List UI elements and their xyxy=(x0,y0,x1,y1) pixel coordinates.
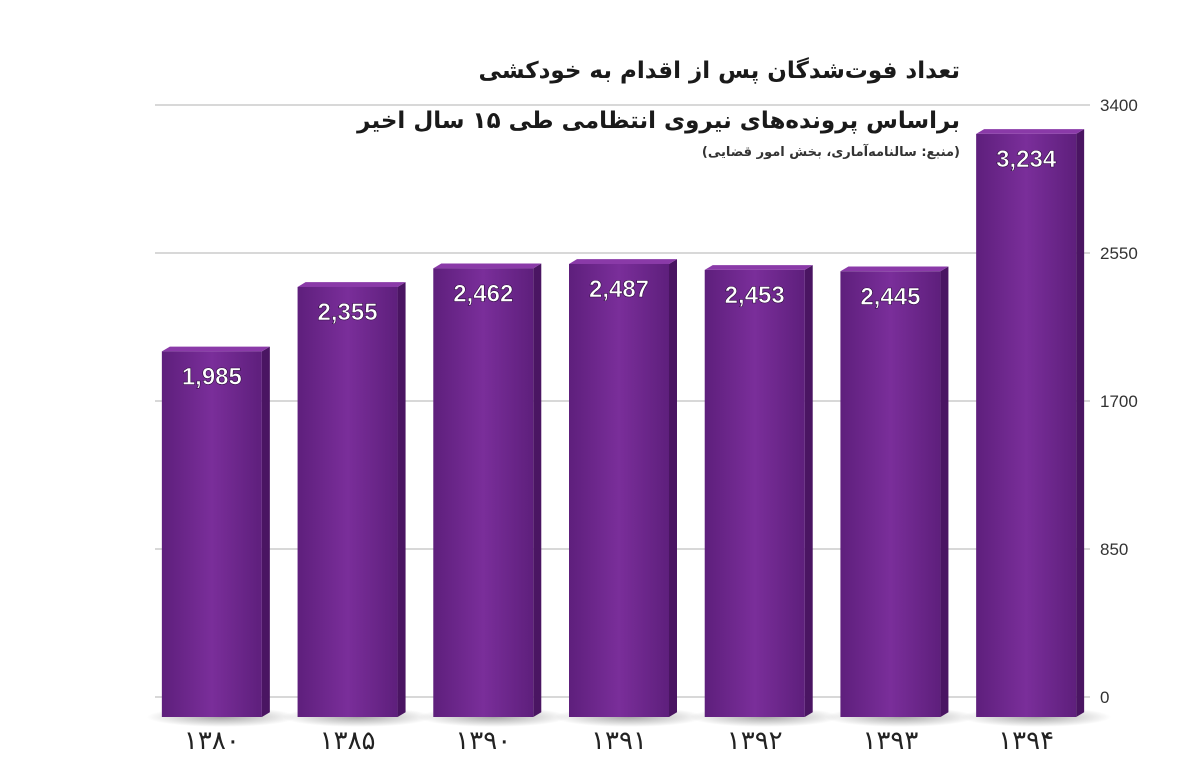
bar-top xyxy=(569,259,677,264)
chart-subtitle: براساس پرونده‌های نیروی انتظامی طی ۱۵ سا… xyxy=(357,108,960,134)
y-tick-label: 0 xyxy=(1100,688,1109,707)
bar-side xyxy=(533,263,542,717)
bar-value-label: 3,234 xyxy=(996,146,1057,173)
x-tick-label: ۱۳۸۵ xyxy=(320,726,376,755)
bar-value-label: 1,985 xyxy=(182,363,242,390)
bar-side xyxy=(397,282,406,717)
bar-value-label: 2,445 xyxy=(860,283,920,310)
bar-top xyxy=(297,282,406,287)
bar xyxy=(976,133,1077,717)
bar xyxy=(840,271,941,717)
chart-title: تعداد فوت‌شدگان پس از اقدام به خودکشی xyxy=(478,58,960,84)
bar-value-label: 2,355 xyxy=(318,299,378,326)
bar-top xyxy=(976,129,1085,134)
chart-source: (منبع: سالنامه‌آماری، بخش امور قضایی) xyxy=(701,145,960,160)
bar-side xyxy=(804,265,813,717)
bar xyxy=(161,351,262,717)
bar-top xyxy=(161,346,270,352)
x-tick-label: ۱۳۸۰ xyxy=(184,726,240,755)
title-block: تعداد فوت‌شدگان پس از اقدام به خودکشی بر… xyxy=(320,56,960,162)
bar-top xyxy=(704,265,813,270)
y-tick-label: 3400 xyxy=(1100,96,1138,115)
bar-value-label: 2,453 xyxy=(725,282,785,309)
y-tick-label: 2550 xyxy=(1100,244,1138,263)
x-tick-label: ۱۳۹۳ xyxy=(862,726,918,755)
bar-value-label: 2,487 xyxy=(589,276,649,303)
x-tick-label: ۱۳۹۲ xyxy=(727,726,783,755)
x-tick-label: ۱۳۹۴ xyxy=(998,726,1054,755)
bar xyxy=(704,269,805,717)
bar-side xyxy=(1076,129,1085,718)
x-tick-label: ۱۳۹۱ xyxy=(591,726,647,755)
bar-side xyxy=(669,259,677,717)
x-tick-label: ۱۳۹۰ xyxy=(455,726,511,755)
bar-value-label: 2,462 xyxy=(453,280,513,307)
y-tick-label: 850 xyxy=(1100,540,1128,559)
bar-top xyxy=(840,266,949,272)
bar-side xyxy=(261,346,270,717)
bar-side xyxy=(940,266,949,717)
y-tick-label: 1700 xyxy=(1100,392,1138,411)
bar xyxy=(297,286,398,717)
bar xyxy=(433,268,534,717)
bar xyxy=(569,263,669,717)
bar-top xyxy=(433,263,542,269)
